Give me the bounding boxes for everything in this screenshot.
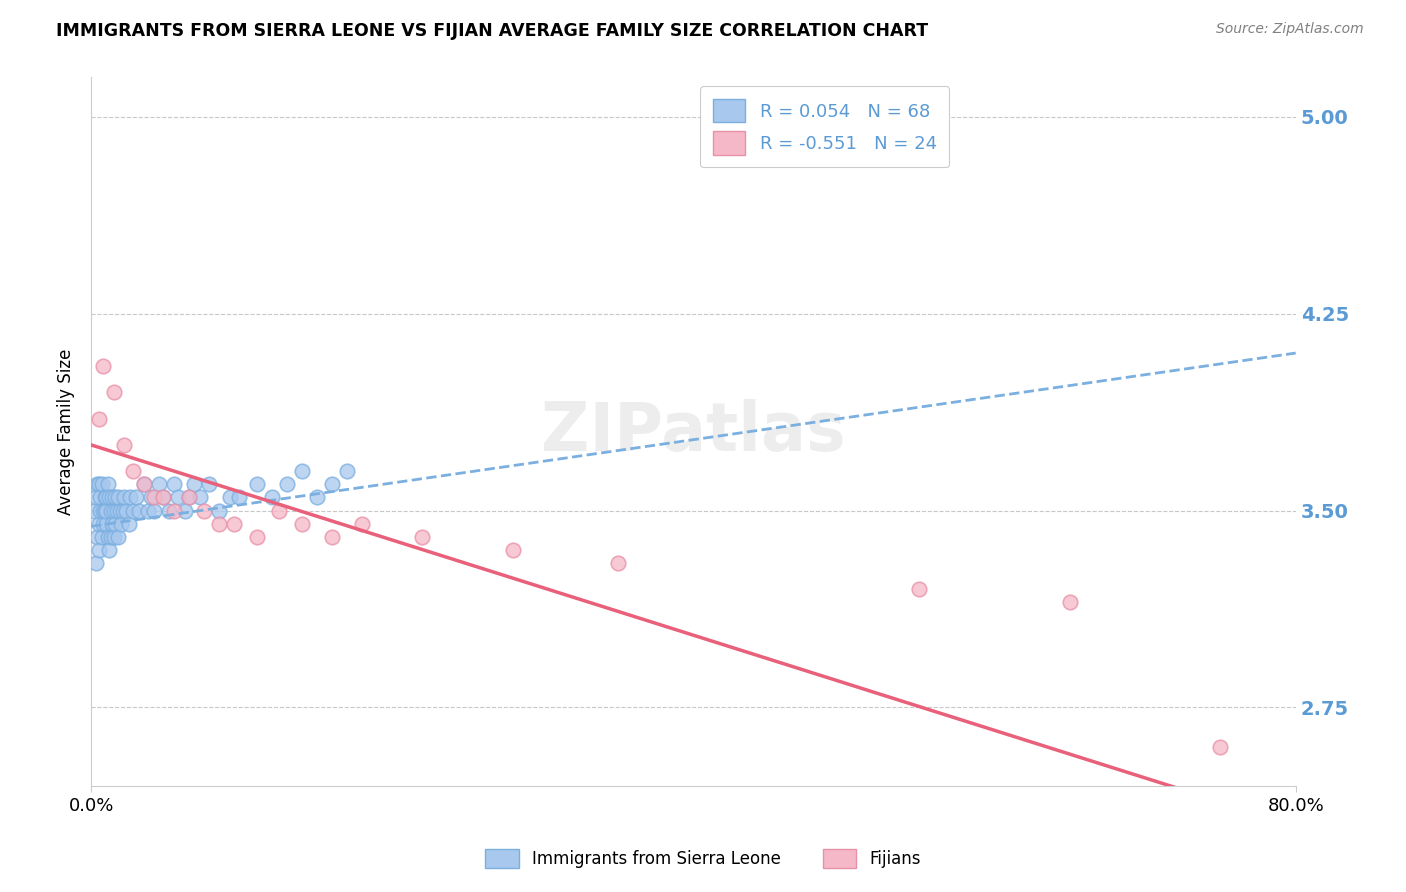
- Point: [103, 530, 125, 544]
- Point: [114, 503, 136, 517]
- Point: [163, 477, 186, 491]
- Point: [138, 503, 160, 517]
- Point: [107, 491, 129, 505]
- Point: [87, 542, 110, 557]
- Point: [188, 491, 211, 505]
- Text: IMMIGRANTS FROM SIERRA LEONE VS FIJIAN AVERAGE FAMILY SIZE CORRELATION CHART: IMMIGRANTS FROM SIERRA LEONE VS FIJIAN A…: [56, 22, 928, 40]
- Point: [96, 503, 118, 517]
- Point: [93, 491, 115, 505]
- Point: [1059, 595, 1081, 609]
- Point: [321, 477, 343, 491]
- Point: [908, 582, 931, 597]
- Point: [96, 516, 118, 531]
- Point: [143, 503, 166, 517]
- Point: [87, 516, 110, 531]
- Point: [101, 491, 124, 505]
- Point: [193, 503, 215, 517]
- Y-axis label: Average Family Size: Average Family Size: [58, 349, 75, 515]
- Point: [89, 503, 111, 517]
- Text: Source: ZipAtlas.com: Source: ZipAtlas.com: [1216, 22, 1364, 37]
- Point: [108, 503, 131, 517]
- Point: [152, 491, 174, 505]
- Point: [336, 464, 359, 478]
- Point: [91, 503, 114, 517]
- Point: [111, 503, 134, 517]
- Point: [100, 503, 122, 517]
- Point: [87, 411, 110, 425]
- Legend: R = 0.054   N = 68, R = -0.551   N = 24: R = 0.054 N = 68, R = -0.551 N = 24: [700, 87, 949, 167]
- Point: [91, 359, 114, 374]
- Point: [96, 491, 118, 505]
- Point: [112, 438, 135, 452]
- Point: [86, 530, 108, 544]
- Text: ZIPatlas: ZIPatlas: [541, 399, 846, 465]
- Point: [163, 503, 186, 517]
- Point: [148, 477, 170, 491]
- Point: [224, 516, 246, 531]
- Point: [84, 556, 107, 570]
- Point: [246, 530, 269, 544]
- Point: [607, 556, 630, 570]
- Point: [177, 491, 200, 505]
- Point: [101, 516, 124, 531]
- Point: [197, 477, 219, 491]
- Point: [97, 530, 120, 544]
- Point: [128, 503, 150, 517]
- Point: [177, 491, 200, 505]
- Point: [167, 491, 190, 505]
- Point: [105, 503, 128, 517]
- Point: [276, 477, 298, 491]
- Point: [305, 491, 328, 505]
- Point: [152, 491, 174, 505]
- Point: [1209, 739, 1232, 754]
- Point: [122, 503, 145, 517]
- Point: [260, 491, 283, 505]
- Point: [502, 542, 524, 557]
- Point: [143, 491, 166, 505]
- Point: [97, 477, 120, 491]
- Point: [173, 503, 195, 517]
- Point: [84, 491, 107, 505]
- Point: [411, 530, 433, 544]
- Point: [91, 516, 114, 531]
- Point: [87, 477, 110, 491]
- Point: [291, 516, 314, 531]
- Point: [90, 530, 112, 544]
- Point: [208, 516, 231, 531]
- Point: [120, 491, 142, 505]
- Point: [110, 516, 132, 531]
- Point: [159, 503, 181, 517]
- Point: [90, 477, 112, 491]
- Point: [246, 477, 269, 491]
- Point: [291, 464, 314, 478]
- Point: [103, 503, 125, 517]
- Point: [218, 491, 240, 505]
- Point: [100, 530, 122, 544]
- Point: [98, 491, 121, 505]
- Point: [86, 477, 108, 491]
- Point: [103, 385, 125, 400]
- Point: [93, 503, 115, 517]
- Point: [122, 464, 145, 478]
- Point: [118, 516, 141, 531]
- Point: [125, 491, 148, 505]
- Point: [321, 530, 343, 544]
- Point: [141, 491, 163, 505]
- Point: [104, 516, 127, 531]
- Point: [269, 503, 291, 517]
- Legend: Immigrants from Sierra Leone, Fijians: Immigrants from Sierra Leone, Fijians: [478, 842, 928, 875]
- Point: [104, 491, 127, 505]
- Point: [132, 477, 155, 491]
- Point: [132, 477, 155, 491]
- Point: [112, 491, 135, 505]
- Point: [208, 503, 231, 517]
- Point: [183, 477, 205, 491]
- Point: [98, 542, 121, 557]
- Point: [107, 530, 129, 544]
- Point: [228, 491, 250, 505]
- Point: [89, 491, 111, 505]
- Point: [352, 516, 374, 531]
- Point: [83, 503, 105, 517]
